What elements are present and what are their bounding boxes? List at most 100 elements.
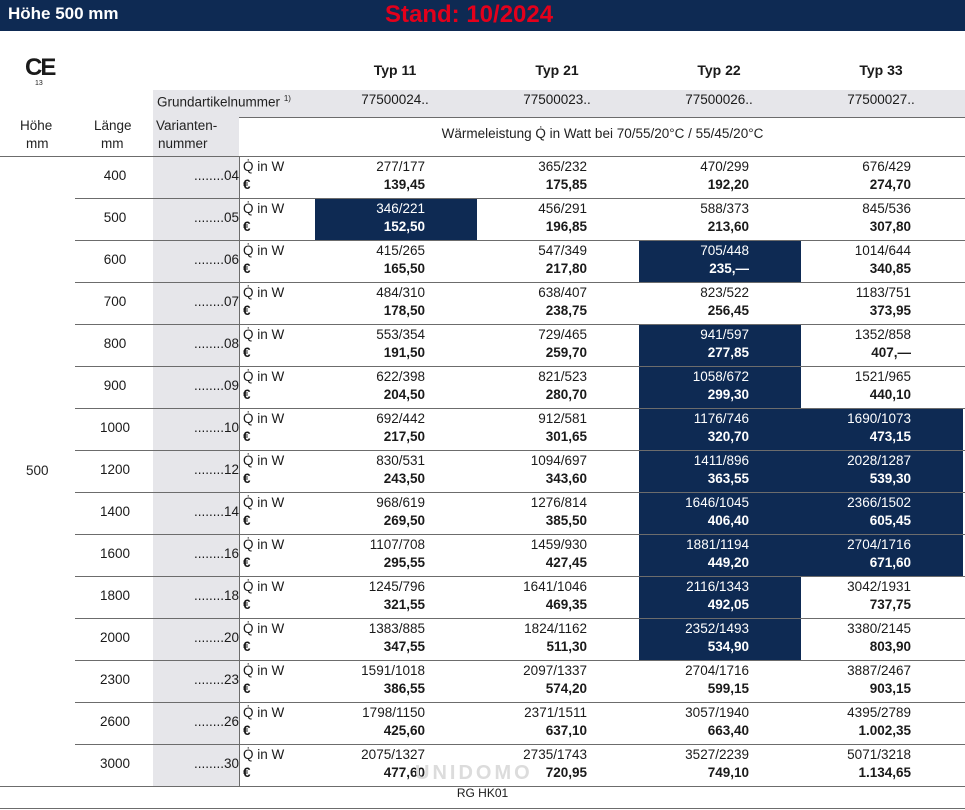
price-value: 139,45 xyxy=(383,177,425,192)
value-cell: 470/299 192,20 xyxy=(639,158,749,194)
watt-value: 1459/930 xyxy=(530,537,587,552)
value-cell: 1107/708 295,55 xyxy=(315,536,425,572)
row-divider xyxy=(75,702,965,703)
watt-value: 1641/1046 xyxy=(523,579,587,594)
watt-value: 553/354 xyxy=(376,327,425,342)
variant-number: ........18 xyxy=(193,588,239,603)
unit-labels: Q̇ in W € xyxy=(243,452,284,488)
highlight-cell xyxy=(639,619,801,660)
euro-label: € xyxy=(243,723,251,738)
watt-value: 5071/3218 xyxy=(847,747,911,762)
variant-number: ........05 xyxy=(193,210,239,225)
watt-value: 2097/1337 xyxy=(523,663,587,678)
q-label: Q̇ in W xyxy=(243,201,285,216)
unit-labels: Q̇ in W € xyxy=(243,284,284,320)
variant-header-1: Varianten- xyxy=(156,118,218,133)
price-value: 238,75 xyxy=(545,303,587,318)
price-value: 196,85 xyxy=(545,219,587,234)
type-header: Typ 33 xyxy=(859,62,903,78)
value-cell: 1094/697 343,60 xyxy=(477,452,587,488)
q-label: Q̇ in W xyxy=(243,243,285,258)
price-value: 217,50 xyxy=(383,429,425,444)
ce-mark-icon: CE xyxy=(25,54,56,81)
unit-labels: Q̇ in W € xyxy=(243,326,284,362)
value-cell: 1058/672 299,30 xyxy=(639,368,749,404)
variant-number: ........23 xyxy=(193,672,239,687)
q-label: Q̇ in W xyxy=(243,621,285,636)
q-label: Q̇ in W xyxy=(243,453,285,468)
highlight-cell xyxy=(639,409,801,450)
unit-labels: Q̇ in W € xyxy=(243,200,284,236)
q-label: Q̇ in W xyxy=(243,537,285,552)
value-cell: 1183/751 373,95 xyxy=(801,284,911,320)
price-value: 299,30 xyxy=(707,387,749,402)
value-cell: 346/221 152,50 xyxy=(315,200,425,236)
price-value: 1.002,35 xyxy=(858,723,911,738)
watt-value: 415/265 xyxy=(376,243,425,258)
value-cell: 638/407 238,75 xyxy=(477,284,587,320)
variant-number: ........12 xyxy=(193,462,239,477)
value-cell: 729/465 259,70 xyxy=(477,326,587,362)
laenge-value: 3000 xyxy=(99,756,131,771)
value-cell: 1591/1018 386,55 xyxy=(315,662,425,698)
row-divider xyxy=(75,660,965,661)
laenge-value: 1200 xyxy=(99,462,131,477)
value-cell: 3057/1940 663,40 xyxy=(639,704,749,740)
variant-number: ........30 xyxy=(193,756,239,771)
value-cell: 705/448 235,— xyxy=(639,242,749,278)
price-value: 407,— xyxy=(871,345,911,360)
watt-value: 2366/1502 xyxy=(847,495,911,510)
watt-value: 1014/644 xyxy=(854,243,911,258)
watt-value: 2352/1493 xyxy=(685,621,749,636)
variant-number: ........20 xyxy=(193,630,239,645)
value-cell: 845/536 307,80 xyxy=(801,200,911,236)
laenge-value: 800 xyxy=(103,336,127,351)
price-value: 295,55 xyxy=(383,555,425,570)
value-cell: 2116/1343 492,05 xyxy=(639,578,749,614)
value-cell: 1798/1150 425,60 xyxy=(315,704,425,740)
watt-value: 1824/1162 xyxy=(524,621,587,636)
watt-value: 1352/858 xyxy=(854,327,911,342)
value-cell: 823/522 256,45 xyxy=(639,284,749,320)
value-cell: 553/354 191,50 xyxy=(315,326,425,362)
laenge-value: 700 xyxy=(103,294,127,309)
watt-value: 622/398 xyxy=(376,369,425,384)
q-label: Q̇ in W xyxy=(243,369,285,384)
price-value: 152,50 xyxy=(383,219,425,234)
price-value: 373,95 xyxy=(869,303,911,318)
unit-labels: Q̇ in W € xyxy=(243,704,284,740)
highlight-cell xyxy=(639,535,801,576)
price-value: 574,20 xyxy=(545,681,587,696)
euro-label: € xyxy=(243,219,251,234)
value-cell: 1383/885 347,55 xyxy=(315,620,425,656)
q-label: Q̇ in W xyxy=(243,747,285,762)
watt-value: 823/522 xyxy=(700,285,749,300)
hoehe-header: Höhe xyxy=(20,118,53,133)
unit-labels: Q̇ in W € xyxy=(243,242,284,278)
price-value: 492,05 xyxy=(707,597,749,612)
watt-value: 470/299 xyxy=(700,159,749,174)
watt-value: 1245/796 xyxy=(368,579,425,594)
value-cell: 2735/1743 720,95 xyxy=(477,746,587,782)
watt-value: 277/177 xyxy=(376,159,425,174)
variant-number: ........08 xyxy=(193,336,239,351)
value-cell: 1646/1045 406,40 xyxy=(639,494,749,530)
highlight-cell xyxy=(639,367,801,408)
watt-value: 912/581 xyxy=(538,411,587,426)
divider xyxy=(0,808,965,809)
q-label: Q̇ in W xyxy=(243,159,285,174)
price-value: 534,90 xyxy=(707,639,749,654)
laenge-value: 2300 xyxy=(99,672,131,687)
value-cell: 2028/1287 539,30 xyxy=(801,452,911,488)
watt-value: 845/536 xyxy=(862,201,911,216)
highlight-cell xyxy=(639,493,801,534)
value-cell: 1521/965 440,10 xyxy=(801,368,911,404)
highlight-cell xyxy=(801,451,963,492)
value-cell: 830/531 243,50 xyxy=(315,452,425,488)
watermark: UNIDOMO xyxy=(415,762,533,784)
value-cell: 2704/1716 599,15 xyxy=(639,662,749,698)
value-cell: 365/232 175,85 xyxy=(477,158,587,194)
unit-labels: Q̇ in W € xyxy=(243,620,284,656)
hoehe-unit: mm xyxy=(26,136,49,151)
watt-value: 3380/2145 xyxy=(847,621,911,636)
